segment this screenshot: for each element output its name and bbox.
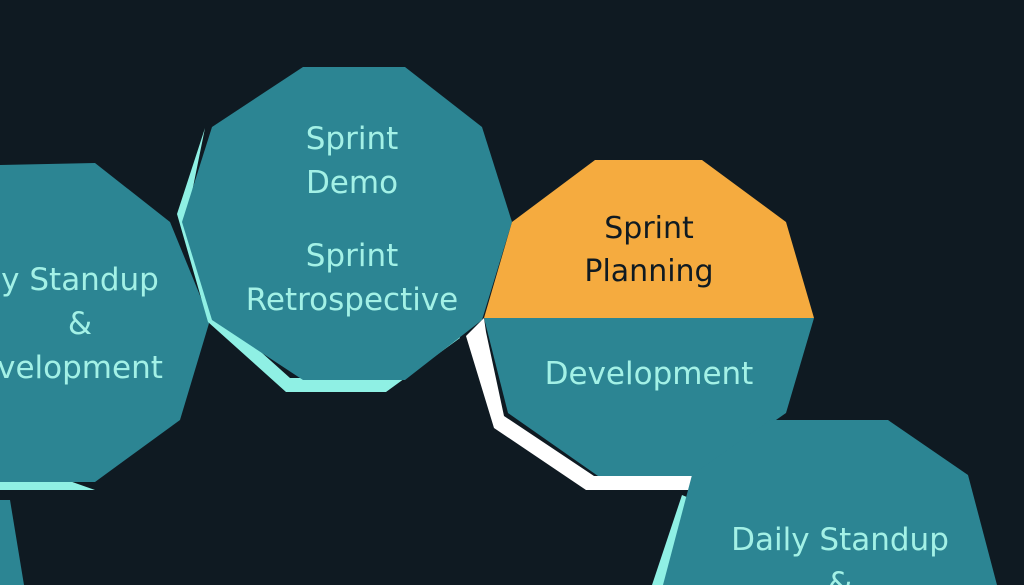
left-node-line-2: &: [67, 306, 93, 342]
sprint-retro-line-1: Sprint: [305, 238, 399, 274]
right-node-label: Daily Standup &: [700, 518, 980, 585]
review-node-shape: [182, 67, 512, 380]
review-node-top-label: Sprint Demo: [222, 117, 482, 205]
planning-node-top-highlight: [484, 160, 814, 318]
planning-node-bottom: [484, 318, 814, 476]
right-node-line-1: Daily Standup: [731, 522, 949, 558]
sprint-demo-line-2: Demo: [305, 165, 399, 201]
left-node-line-3: velopment: [0, 350, 163, 386]
right-node-shape: [663, 420, 997, 585]
development-line-1: Development: [544, 356, 754, 392]
sprint-planning-line-1: Sprint: [604, 211, 694, 246]
review-node-bottom-label: Sprint Retrospective: [212, 234, 492, 322]
left-node-shape: [0, 163, 210, 482]
planning-node-top-label: Sprint Planning: [519, 207, 779, 293]
sprint-retro-line-2: Retrospective: [245, 282, 459, 318]
sprint-demo-line-1: Sprint: [305, 121, 399, 157]
planning-node-shadow: [466, 318, 704, 490]
left-node-line-1: y Standup: [1, 262, 159, 298]
planning-node-bottom-label: Development: [519, 352, 779, 396]
sprint-planning-line-2: Planning: [584, 254, 714, 289]
right-node-line-2: &: [827, 566, 853, 585]
left-node-label: y Standup & velopment: [0, 258, 240, 390]
left-bottom-sliver: [0, 500, 24, 585]
